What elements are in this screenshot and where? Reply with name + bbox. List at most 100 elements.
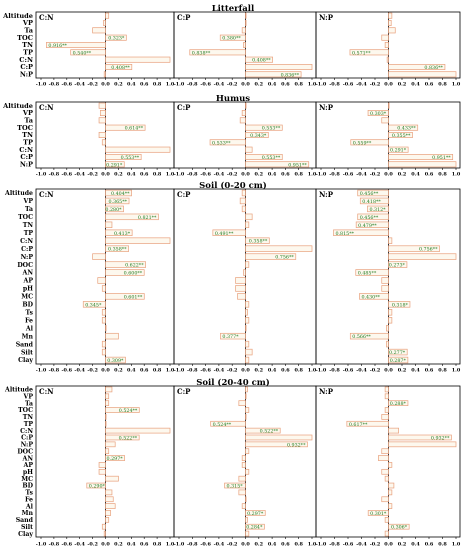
bar (388, 245, 440, 252)
bar (384, 530, 389, 537)
bar (245, 20, 247, 26)
bar (92, 27, 106, 34)
x-tick-label: -1.0 (316, 368, 327, 374)
x-tick-label: 1.0 (308, 368, 317, 374)
section-title: Humus (216, 94, 250, 104)
panel-C-N: C:N 0.404** 0.365** 0.280* 0.821** 0.413* 0.35… (35, 188, 175, 374)
x-tick-label: 0.0 (384, 542, 393, 548)
panel-C-P: C:P0.491**0.358**0.756**0.377*-1.0 -0.8 -0… (173, 188, 317, 374)
data-label: 0.553** (262, 155, 281, 161)
bar (367, 510, 389, 516)
bar (388, 27, 396, 34)
x-tick-label: 0.0 (101, 172, 110, 178)
x-tick-label: -0.2 (227, 172, 238, 178)
data-label: 0.408** (111, 65, 130, 71)
variable-label: Sand (16, 517, 34, 524)
data-label: 0.430** (361, 294, 380, 300)
data-label: 0.355** (392, 133, 411, 139)
x-tick-label: 0.0 (241, 542, 250, 548)
x-tick-label: -0.2 (227, 368, 238, 374)
x-tick-label: 1.0 (452, 542, 461, 548)
bar (238, 400, 246, 406)
x-tick-label: 1.0 (166, 368, 175, 374)
x-tick-label: 1.0 (308, 542, 317, 548)
bar (384, 517, 389, 523)
bar (241, 27, 246, 34)
bar (105, 205, 124, 213)
bar (381, 34, 389, 41)
x-tick-label: 0.8 (294, 368, 303, 374)
bar (86, 482, 106, 489)
bar (245, 427, 281, 434)
bar (105, 213, 159, 221)
data-label: 0.524** (213, 422, 232, 428)
x-tick-label: 0.2 (398, 82, 407, 88)
x-tick-label: -0.6 (343, 82, 354, 88)
variable-label: AN (22, 455, 34, 462)
data-label: 0.291* (106, 162, 123, 168)
bar (245, 71, 302, 78)
data-label: 0.622** (125, 263, 144, 269)
data-label: 0.916** (48, 43, 67, 49)
bar (245, 407, 250, 413)
variable-label: Ta (24, 117, 33, 125)
x-tick-label: -0.2 (87, 172, 98, 178)
bar (388, 102, 390, 109)
bar (245, 414, 247, 420)
bar (239, 197, 246, 205)
variable-label: Sand (16, 341, 34, 348)
data-label: 0.284* (246, 525, 263, 531)
variable-label: Ta (25, 206, 33, 213)
variable-label: TOC (17, 124, 33, 132)
x-tick-label: 0.0 (101, 542, 110, 548)
data-label: 0.836** (281, 72, 300, 78)
x-tick-label: -0.6 (200, 172, 211, 178)
bar (105, 293, 145, 300)
variable-label: C:N (20, 428, 33, 435)
bar (105, 503, 116, 509)
x-tick-label: 0.0 (384, 368, 393, 374)
data-label: 0.566** (352, 334, 371, 340)
bar (245, 237, 270, 244)
data-label: 0.413* (114, 231, 131, 237)
x-tick-label: 0.8 (438, 542, 447, 548)
x-tick-label: 1.0 (452, 368, 461, 374)
bar (349, 49, 389, 56)
x-tick-label: 0.4 (268, 542, 277, 548)
variable-label: TN (22, 41, 33, 49)
bar (245, 393, 247, 400)
x-tick-label: 0.2 (398, 172, 407, 178)
panel-name: C:P (177, 190, 191, 199)
bar (82, 301, 106, 308)
bar (105, 489, 113, 496)
variable-label: Fe (25, 317, 33, 324)
bar (245, 468, 250, 475)
variable-label: C:P (21, 246, 33, 253)
data-label: 0.297* (107, 456, 124, 462)
data-label: 0.485** (358, 271, 377, 277)
bar (388, 71, 457, 78)
data-label: 0.273* (389, 263, 406, 269)
bar (245, 448, 250, 455)
panel-frame (315, 11, 461, 79)
x-tick-label: 0.8 (153, 542, 162, 548)
bar (105, 197, 130, 205)
bar (212, 229, 246, 236)
x-tick-label: -1.0 (36, 82, 47, 88)
data-label: 0.571** (352, 50, 371, 56)
bar (245, 146, 253, 153)
panel-name: C:N (39, 190, 54, 199)
variable-label: Ts (25, 490, 33, 497)
bar (241, 189, 246, 197)
x-tick-label: 0.8 (294, 172, 303, 178)
variable-label: N:P (21, 442, 34, 449)
data-label: 0.836** (424, 65, 443, 71)
variable-label: VP (23, 393, 34, 400)
data-label: 0.345* (85, 302, 102, 308)
bar (46, 42, 106, 48)
bar (388, 462, 393, 468)
x-tick-label: 0.0 (241, 82, 250, 88)
data-label: 0.380** (222, 36, 241, 42)
data-label: 0.365** (109, 199, 128, 205)
x-tick-label: 0.4 (127, 172, 136, 178)
